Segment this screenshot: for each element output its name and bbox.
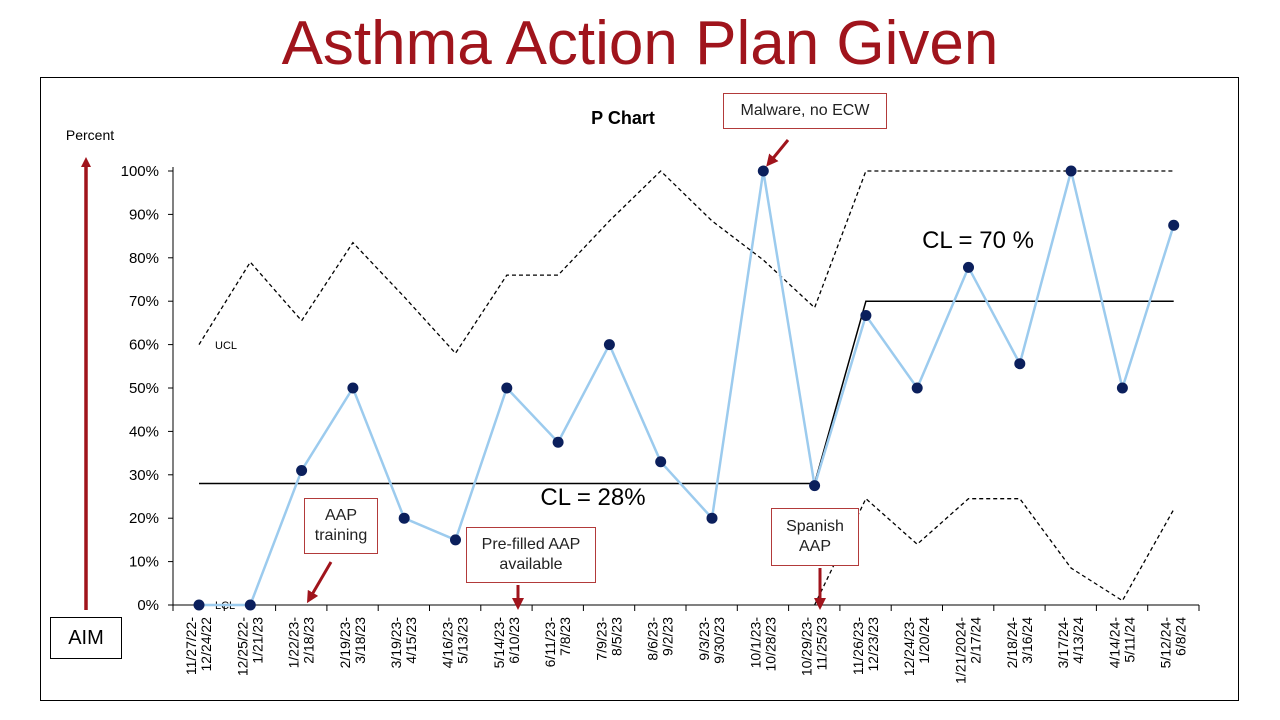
x-tick-label: 12/25/22-1/21/23: [234, 617, 265, 676]
ucl-line: [198, 170, 1174, 355]
data-point: [501, 382, 513, 394]
annotation-spanish-aap: Spanish AAP: [771, 508, 859, 566]
data-point: [398, 512, 410, 524]
y-tick-label: 100%: [121, 163, 159, 180]
data-point: [244, 599, 256, 611]
ucl-label: UCL: [215, 340, 237, 352]
annotation-prefilled-aap: Pre-filled AAP available: [466, 527, 596, 583]
data-point: [809, 480, 821, 492]
y-tick-label: 0%: [137, 597, 159, 614]
data-point: [911, 382, 923, 394]
y-tick-label: 50%: [129, 380, 159, 397]
y-tick-label: 90%: [129, 206, 159, 223]
x-tick-label: 11/27/22-12/24/22: [183, 617, 214, 675]
x-tick-label: 8/6/23-9/2/23: [645, 617, 676, 661]
y-tick-label: 10%: [129, 554, 159, 571]
lcl-line: [814, 497, 1175, 606]
y-tick-label: 30%: [129, 467, 159, 484]
data-point: [603, 339, 615, 351]
center-line-label-phase1: CL = 28%: [540, 484, 645, 511]
data-point: [1014, 358, 1026, 370]
arrow-malware: [766, 139, 790, 167]
x-tick-label: 9/3/23-9/30/23: [696, 617, 727, 664]
y-tick-label: 40%: [129, 423, 159, 440]
data-point: [757, 165, 769, 177]
arrow-aap-training: [306, 561, 333, 604]
x-tick-label: 12/24/23-1/20/24: [901, 617, 932, 676]
data-point: [655, 456, 667, 468]
data-point: [347, 382, 359, 394]
data-point: [1116, 382, 1128, 394]
x-tick-label: 11/26/23-12/23/23: [850, 617, 881, 675]
aim-label: AIM: [50, 617, 122, 659]
x-tick-label: 4/16/23-5/13/23: [440, 617, 471, 669]
annotation-aap-training: AAP training: [304, 498, 378, 554]
x-tick-label: 1/22/23-2/18/23: [286, 617, 317, 669]
y-tick-label: 60%: [129, 337, 159, 354]
data-point: [1168, 219, 1180, 231]
x-tick-label: 5/12/24-6/8/24: [1158, 617, 1189, 669]
data-point: [552, 436, 564, 448]
data-point: [1065, 165, 1077, 177]
data-point: [963, 261, 974, 273]
series-line: [199, 170, 1175, 607]
data-point: [193, 599, 205, 611]
x-tick-label: 10/1/23-10/28/23: [747, 617, 778, 672]
x-tick-label: 3/19/23-4/15/23: [388, 617, 419, 669]
x-tick-label: 4/14/24-5/11/24: [1106, 617, 1137, 669]
x-tick-label: 3/17/24-4/13/24: [1055, 617, 1086, 669]
x-tick-label: 6/11/23-7/8/23: [542, 617, 573, 668]
annotation-malware: Malware, no ECW: [723, 93, 887, 129]
slide-title: Asthma Action Plan Given: [281, 9, 999, 78]
x-tick-label: 5/14/23-6/10/23: [491, 617, 522, 669]
data-point: [706, 512, 718, 524]
y-tick-label: 70%: [129, 293, 159, 310]
x-tick-label: 7/9/23-8/5/23: [593, 617, 624, 661]
x-tick-label: 1/21/2024-2/17/24: [953, 617, 984, 684]
y-tick-label: 80%: [129, 250, 159, 267]
center-line-phase2: [813, 300, 1174, 484]
data-point: [860, 310, 872, 322]
x-tick-label: 2/18/24-3/16/24: [1004, 617, 1035, 669]
center-line-label-phase2: CL = 70 %: [922, 227, 1034, 254]
y-tick-label: 20%: [129, 510, 159, 527]
data-point: [296, 464, 308, 476]
chart-frame: [40, 77, 1239, 701]
chart-title: P Chart: [591, 108, 655, 128]
y-axis-label: Percent: [66, 127, 114, 143]
data-point: [450, 534, 461, 546]
x-tick-label: 2/19/23-3/18/23: [337, 617, 368, 669]
x-tick-label: 10/29/23-11/25/23: [799, 617, 830, 676]
